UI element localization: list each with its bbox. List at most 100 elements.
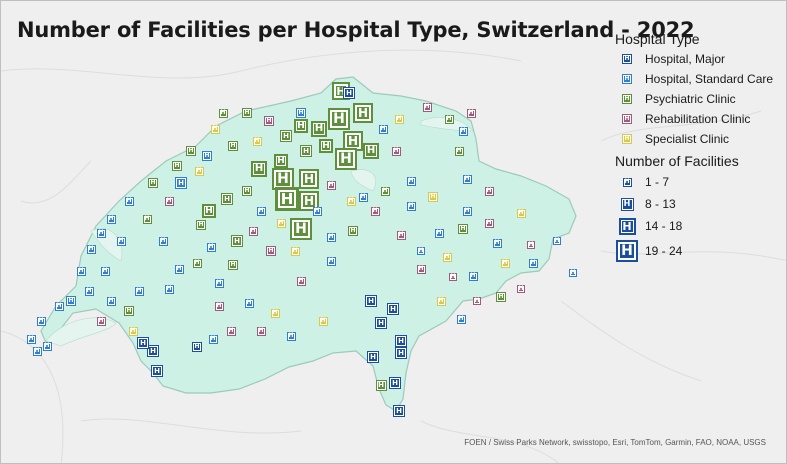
facility-marker-icon: H [484,218,494,228]
facility-marker-icon: H [210,124,220,134]
facility-marker-icon: H [395,335,407,347]
legend-type-heading: Hospital Type [615,31,700,47]
facility-marker-icon: H [96,228,106,238]
legend-type-label: Psychiatric Clinic [645,92,736,106]
facility-marker-icon: H [151,365,163,377]
hospital-h-icon: H [622,94,632,104]
facility-marker-icon: H [335,148,357,170]
legend-type-item: H Hospital, Standard Care [615,69,785,89]
facility-marker-icon: H [569,269,577,277]
facility-marker-icon: H [365,295,377,307]
facility-marker-icon: H [214,278,224,288]
facility-marker-icon: H [147,345,159,357]
facility-marker-icon: H [26,334,36,344]
legend-count-item: H 14 - 18 [615,215,785,237]
legend-symbol: H [615,177,639,187]
facility-marker-icon: H [326,180,336,190]
hospital-h-icon: H [622,114,632,124]
legend-count-item: H 8 - 13 [615,193,785,215]
facility-marker-icon: H [527,241,535,249]
facility-marker-icon: H [280,130,292,142]
facility-marker-icon: H [318,316,328,326]
legend-symbol: H [615,74,639,84]
facility-marker-icon: H [326,256,336,266]
facility-marker-icon: H [428,192,438,202]
facility-marker-icon: H [444,114,454,124]
facility-marker-icon: H [116,236,126,246]
facility-marker-icon: H [454,146,464,156]
facility-marker-icon: H [449,273,457,281]
facility-marker-icon: H [96,316,106,326]
facility-marker-icon: H [389,377,401,389]
facility-marker-icon: H [393,405,405,417]
facility-marker-icon: H [290,218,312,240]
facility-marker-icon: H [202,151,212,161]
facility-marker-icon: H [128,326,138,336]
facility-marker-icon: H [528,258,538,268]
facility-marker-icon: H [416,264,426,274]
facility-marker-icon: H [516,208,526,218]
facility-marker-icon: H [226,326,236,336]
legend-count-label: 14 - 18 [645,219,683,233]
facility-marker-icon: H [242,186,252,196]
facility-marker-icon: H [124,196,134,206]
facility-marker-icon: H [164,196,174,206]
facility-marker-icon: H [553,237,561,245]
facility-marker-icon: H [66,296,76,306]
facility-marker-icon: H [134,286,144,296]
facility-marker-icon: H [456,314,466,324]
facility-marker-icon: H [42,341,52,351]
facility-marker-icon: H [468,271,478,281]
legend-type-item: H Hospital, Major [615,49,785,69]
facility-marker-icon: H [496,292,506,302]
facility-marker-icon: H [375,317,387,329]
facility-marker-icon: H [328,108,350,130]
facility-marker-icon: H [252,136,262,146]
legend-symbol: H [615,54,639,64]
legend-symbol: H [615,217,639,235]
hospital-h-icon: H [620,197,634,211]
facility-marker-icon: H [242,108,252,118]
facility-marker-icon: H [142,214,152,224]
legend-type-item: H Psychiatric Clinic [615,89,785,109]
legend-type-label: Hospital, Standard Care [645,72,774,86]
facility-marker-icon: H [202,204,216,218]
facility-marker-icon: H [228,141,238,151]
facility-marker-icon: H [275,187,299,211]
facility-marker-icon: H [137,337,149,349]
facility-marker-icon: H [462,174,472,184]
facility-marker-icon: H [346,196,356,206]
facility-marker-icon: H [218,108,228,118]
map-title: Number of Facilities per Hospital Type, … [17,18,695,42]
facility-marker-icon: H [32,346,42,356]
legend-count-item: H 1 - 7 [615,171,785,193]
facility-marker-icon: H [244,298,254,308]
facility-marker-icon: H [124,306,134,316]
facility-marker-icon: H [500,258,510,268]
legend: Hospital Type H Hospital, Major H Hospital,… [615,31,785,265]
legend-symbol: H [615,197,639,211]
facility-marker-icon: H [396,230,406,240]
facility-marker-icon: H [319,139,333,153]
facility-marker-icon: H [406,176,416,186]
facility-marker-icon: H [458,126,468,136]
legend-count-label: 8 - 13 [645,197,676,211]
facility-marker-icon: H [256,206,266,216]
hospital-h-icon: H [616,240,638,262]
legend-type-list: H Hospital, Major H Hospital, Standard Care… [615,49,785,149]
facility-marker-icon: H [311,121,327,137]
facility-marker-icon: H [473,297,481,305]
facility-marker-icon: H [326,232,336,242]
facility-marker-icon: H [312,206,322,216]
facility-marker-icon: H [363,143,379,159]
facility-marker-icon: H [76,266,86,276]
facility-marker-icon: H [194,166,204,176]
facility-marker-icon: H [264,116,274,126]
facility-marker-icon: H [86,244,96,254]
hospital-h-icon: H [622,134,632,144]
legend-type-label: Specialist Clinic [645,132,730,146]
facility-marker-icon: H [100,266,110,276]
switzerland-area [40,76,577,412]
facility-marker-icon: H [434,228,444,238]
